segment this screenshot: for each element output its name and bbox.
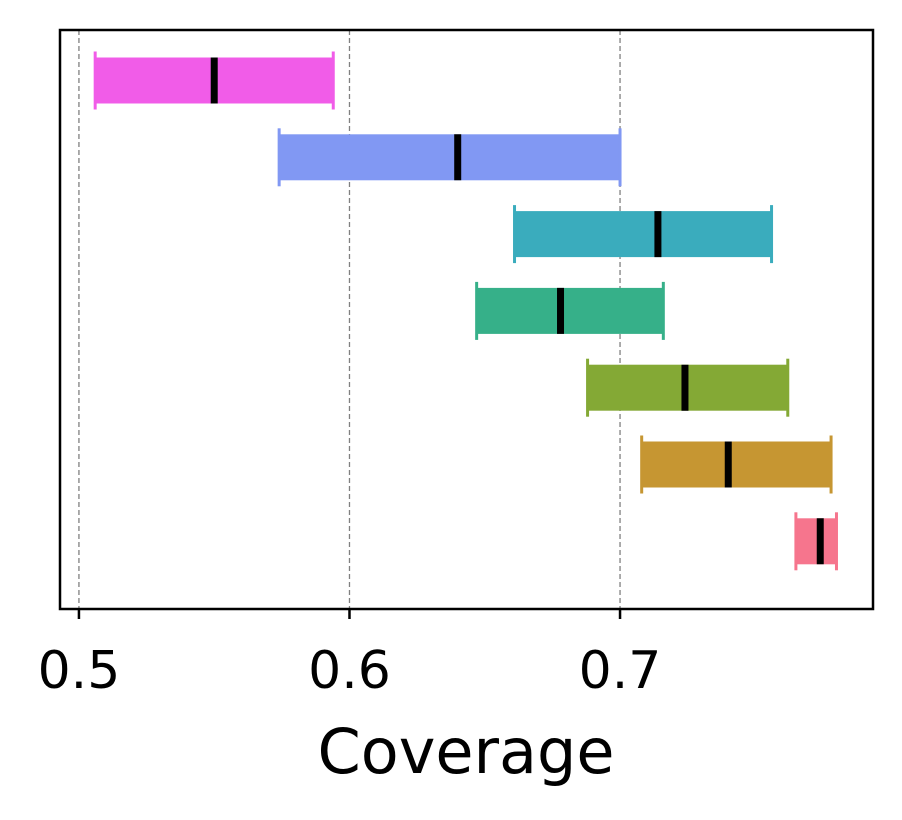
x-tick-label-0: 0.5 bbox=[38, 641, 121, 701]
range-bar-6 bbox=[795, 518, 837, 565]
range-bar-2 bbox=[514, 211, 772, 258]
range-bar-5 bbox=[641, 441, 832, 488]
plot-frame bbox=[58, 28, 875, 611]
range-bars bbox=[93, 51, 838, 571]
x-axis-title: Coverage bbox=[317, 715, 614, 788]
range-bar-1 bbox=[279, 134, 621, 181]
x-axis: 0.5 0.6 0.7 bbox=[38, 609, 662, 701]
x-tick-label-1: 0.6 bbox=[308, 641, 391, 701]
range-bar-3 bbox=[476, 287, 664, 334]
x-tick-label-2: 0.7 bbox=[579, 641, 662, 701]
